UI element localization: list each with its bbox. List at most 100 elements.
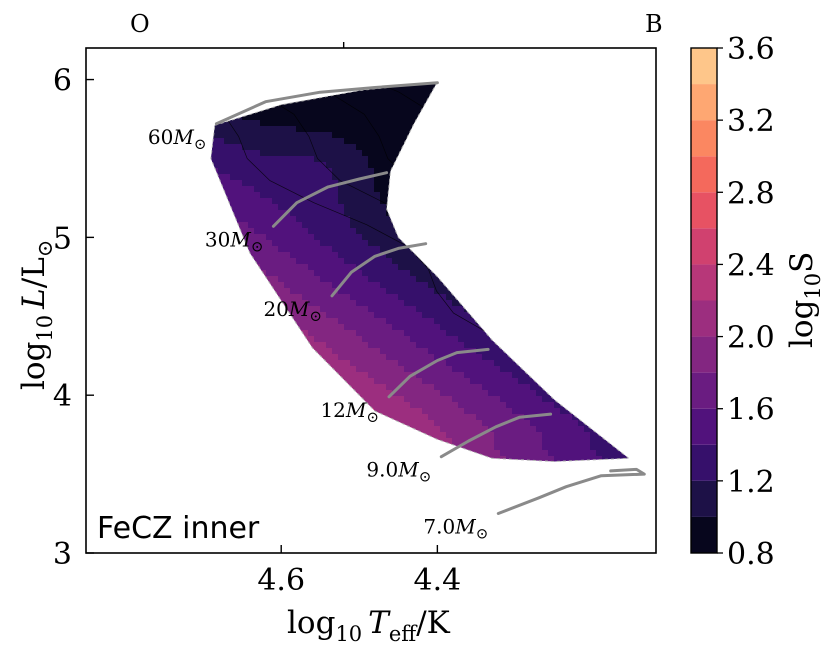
contour-cell bbox=[392, 174, 399, 181]
contour-cell bbox=[380, 102, 387, 109]
contour-cell bbox=[398, 426, 405, 433]
contour-cell bbox=[86, 216, 93, 223]
contour-cell bbox=[140, 264, 147, 271]
contour-cell bbox=[356, 210, 363, 217]
contour-cell bbox=[302, 414, 309, 421]
contour-cell bbox=[290, 81, 297, 85]
contour-cell bbox=[188, 402, 195, 409]
contour-cell bbox=[374, 432, 381, 439]
contour-cell bbox=[266, 408, 273, 415]
contour-cell bbox=[158, 318, 165, 325]
contour-cell bbox=[236, 402, 243, 409]
contour-cell bbox=[98, 156, 105, 163]
contour-cell bbox=[332, 144, 339, 151]
contour-cell bbox=[260, 162, 267, 169]
contour-cell bbox=[170, 498, 177, 505]
contour-cell bbox=[116, 168, 123, 175]
contour-cell bbox=[236, 90, 243, 97]
contour-cell bbox=[290, 324, 297, 331]
contour-cell bbox=[326, 432, 333, 439]
contour-cell bbox=[422, 300, 429, 307]
contour-cell bbox=[248, 246, 255, 253]
contour-cell bbox=[350, 66, 357, 73]
contour-cell bbox=[374, 132, 381, 139]
contour-cell bbox=[278, 534, 285, 541]
contour-cell bbox=[98, 336, 105, 343]
contour-cell bbox=[218, 504, 225, 511]
contour-cell bbox=[260, 414, 267, 421]
contour-cell bbox=[104, 240, 111, 247]
contour-cell bbox=[122, 474, 129, 481]
contour-cell bbox=[368, 102, 375, 109]
contour-cell bbox=[110, 168, 117, 175]
contour-cell bbox=[344, 240, 351, 247]
contour-cell bbox=[218, 318, 225, 325]
contour-cell bbox=[332, 498, 339, 505]
contour-cell bbox=[308, 300, 315, 307]
contour-cell bbox=[362, 354, 369, 361]
contour-cell bbox=[110, 432, 117, 439]
contour-cell bbox=[314, 354, 321, 361]
contour-cell bbox=[302, 204, 309, 211]
contour-cell bbox=[266, 216, 273, 223]
contour-cell bbox=[332, 138, 339, 145]
contour-cell bbox=[260, 222, 267, 229]
contour-cell bbox=[212, 474, 219, 481]
contour-cell bbox=[416, 204, 423, 211]
contour-cell bbox=[320, 534, 327, 541]
contour-cell bbox=[368, 528, 375, 535]
contour-cell bbox=[320, 306, 327, 313]
contour-cell bbox=[290, 348, 297, 355]
contour-cell bbox=[152, 342, 159, 349]
contour-cell bbox=[128, 402, 135, 409]
contour-cell bbox=[272, 204, 279, 211]
contour-cell bbox=[86, 108, 93, 115]
contour-cell bbox=[242, 342, 249, 349]
contour-cell bbox=[284, 504, 291, 511]
contour-cell bbox=[242, 450, 249, 457]
contour-cell bbox=[320, 102, 327, 109]
contour-cell bbox=[158, 258, 165, 265]
contour-cell bbox=[236, 54, 243, 61]
contour-cell bbox=[242, 288, 249, 295]
contour-cell bbox=[410, 294, 417, 301]
contour-cell bbox=[188, 504, 195, 511]
contour-cell bbox=[344, 336, 351, 343]
contour-cell bbox=[242, 324, 249, 331]
contour-cell bbox=[398, 498, 405, 505]
contour-cell bbox=[296, 132, 303, 139]
contour-cell bbox=[272, 228, 279, 235]
contour-cell bbox=[128, 390, 135, 397]
contour-cell bbox=[248, 81, 255, 85]
contour-cell bbox=[254, 84, 261, 91]
contour-cell bbox=[194, 390, 201, 397]
contour-cell bbox=[344, 492, 351, 499]
contour-cell bbox=[260, 54, 267, 61]
contour-cell bbox=[140, 360, 147, 367]
contour-cell bbox=[194, 300, 201, 307]
contour-cell bbox=[344, 102, 351, 109]
contour-cell bbox=[434, 324, 441, 331]
contour-cell bbox=[140, 216, 147, 223]
contour-cell bbox=[314, 318, 321, 325]
contour-cell bbox=[338, 198, 345, 205]
contour-cell bbox=[422, 408, 429, 415]
contour-cell bbox=[398, 306, 405, 313]
contour-cell bbox=[326, 384, 333, 391]
contour-cell bbox=[386, 234, 393, 241]
contour-cell bbox=[110, 372, 117, 379]
contour-cell bbox=[104, 132, 111, 139]
contour-cell bbox=[182, 366, 189, 373]
contour-cell bbox=[170, 276, 177, 283]
contour-cell bbox=[290, 246, 297, 253]
contour-cell bbox=[104, 462, 111, 469]
contour-cell bbox=[224, 174, 231, 181]
contour-cell bbox=[248, 144, 255, 151]
contour-cell bbox=[110, 126, 117, 133]
contour-cell bbox=[236, 72, 243, 79]
contour-cell bbox=[86, 516, 93, 523]
contour-cell bbox=[200, 186, 207, 193]
contour-cell bbox=[392, 198, 399, 205]
contour-cell bbox=[200, 216, 207, 223]
contour-cell bbox=[134, 432, 141, 439]
